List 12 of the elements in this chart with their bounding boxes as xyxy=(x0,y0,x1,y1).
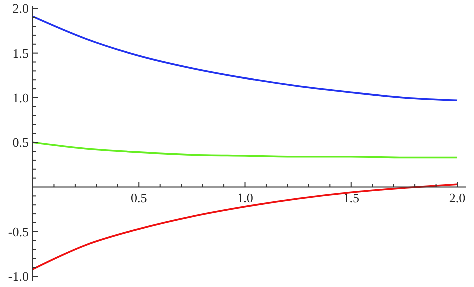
y-tick-label: -1.0 xyxy=(8,269,29,284)
line-series xyxy=(32,16,458,102)
y-tick-label: 2.0 xyxy=(12,1,29,16)
x-tick-label: 0.5 xyxy=(131,190,148,206)
line-series xyxy=(32,142,458,159)
y-tick-label: 0.5 xyxy=(12,135,29,150)
x-tick-label: 1.0 xyxy=(237,190,254,206)
y-tick-label: 1.0 xyxy=(12,90,29,106)
x-tick-label: 1.5 xyxy=(343,190,360,206)
y-tick-label: -0.5 xyxy=(8,224,29,240)
y-tick-label: 1.5 xyxy=(12,46,29,61)
x-tick-label: 2.0 xyxy=(449,190,466,206)
